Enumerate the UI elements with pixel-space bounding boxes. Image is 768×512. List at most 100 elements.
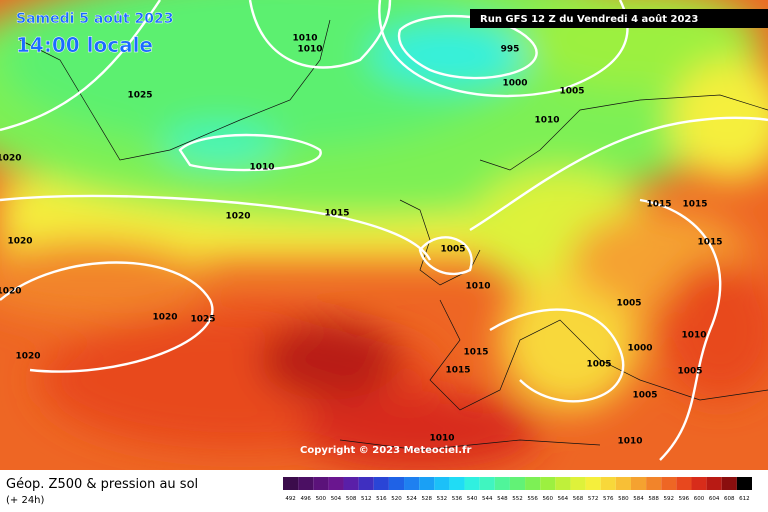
- scale-swatch: [555, 477, 571, 490]
- isobar-label: 1010: [429, 434, 454, 444]
- isobar-label: 1020: [225, 212, 250, 222]
- isobar-label: 1005: [440, 245, 465, 255]
- scale-swatch: [358, 477, 374, 490]
- color-scale: 492 496 500 504 508 512 516 520 524 528 532 536 540 5…: [283, 477, 752, 502]
- scale-swatch: [343, 477, 359, 490]
- copyright: Copyright © 2023 Meteociel.fr: [300, 445, 471, 456]
- scale-label: 520: [391, 496, 402, 502]
- scale-swatch: [449, 477, 465, 490]
- isobar-label: 1010: [297, 45, 322, 55]
- scale-swatch: [404, 477, 420, 490]
- scale-swatch: [540, 477, 556, 490]
- scale-label: 528: [421, 496, 432, 502]
- isobar-label: 1025: [127, 91, 152, 101]
- isobar-label: 1000: [502, 79, 527, 89]
- scale-label: 492: [285, 496, 296, 502]
- scale-label: 564: [558, 496, 569, 502]
- isobar-label: 1005: [677, 367, 702, 377]
- scale-label: 504: [331, 496, 342, 502]
- scale-swatch: [646, 477, 662, 490]
- scale-swatch: [691, 477, 707, 490]
- scale-label: 516: [376, 496, 387, 502]
- isobar-label: 1010: [249, 163, 274, 173]
- isobar-label: 1015: [682, 200, 707, 210]
- scale-label: 496: [300, 496, 311, 502]
- footer-title: Géop. Z500 & pression au sol: [6, 477, 198, 492]
- isobar-label: 1020: [7, 237, 32, 247]
- scale-label: 536: [452, 496, 463, 502]
- scale-label: 584: [633, 496, 644, 502]
- scale-label: 592: [664, 496, 675, 502]
- scale-swatch: [721, 477, 737, 490]
- scale-swatch: [630, 477, 647, 490]
- scale-swatch: [706, 477, 722, 490]
- coastlines: [19, 19, 768, 451]
- scale-swatch: [494, 477, 510, 490]
- isobar-label: 1010: [534, 116, 559, 126]
- scale-swatch: [736, 477, 752, 490]
- scale-label: 500: [316, 496, 327, 502]
- isobar-label: 995: [501, 45, 520, 55]
- isobar-label: 1020: [0, 287, 22, 297]
- scale-swatch: [676, 477, 692, 490]
- scale-label: 596: [679, 496, 690, 502]
- isobar-label: 1010: [617, 437, 642, 447]
- isobar-label: 1005: [616, 299, 641, 309]
- scale-label: 540: [467, 496, 478, 502]
- isobar-label: 1005: [632, 391, 657, 401]
- scale-label: 568: [573, 496, 584, 502]
- scale-swatch: [585, 477, 601, 490]
- scale-label: 532: [437, 496, 448, 502]
- scale-swatch: [509, 477, 526, 490]
- scale-label: 508: [346, 496, 357, 502]
- isobar-label: 1005: [559, 87, 584, 97]
- scale-label: 548: [497, 496, 508, 502]
- scale-swatch: [313, 477, 329, 490]
- scale-label: 588: [648, 496, 659, 502]
- isobar-label: 1015: [646, 200, 671, 210]
- scale-swatch: [298, 477, 314, 490]
- scale-swatch: [600, 477, 616, 490]
- scale-swatch: [525, 477, 541, 490]
- scale-label: 576: [603, 496, 614, 502]
- scale-swatch: [434, 477, 450, 490]
- isobar-label: 1015: [463, 348, 488, 358]
- scale-swatch: [388, 477, 405, 490]
- isobar-label: 1010: [681, 331, 706, 341]
- scale-label: 560: [543, 496, 554, 502]
- isobar-label: 1005: [586, 360, 611, 370]
- scale-swatch: [479, 477, 495, 490]
- scale-swatch: [419, 477, 435, 490]
- run-label: Run GFS 12 Z du Vendredi 4 août 2023: [480, 13, 698, 25]
- scale-label: 572: [588, 496, 599, 502]
- run-box: [470, 9, 768, 28]
- scale-swatch: [661, 477, 677, 490]
- local-time: 14:00 locale: [16, 33, 153, 57]
- scale-label: 604: [709, 496, 720, 502]
- isobar-label: 1000: [627, 344, 652, 354]
- scale-label: 580: [618, 496, 629, 502]
- isobar-label: 1025: [190, 315, 215, 325]
- scale-swatch: [328, 477, 344, 490]
- isobar-label: 1020: [15, 352, 40, 362]
- footer-subtitle: (+ 24h): [6, 495, 45, 506]
- scale-label: 608: [724, 496, 735, 502]
- isobar-label: 1020: [0, 154, 22, 164]
- scale-swatch: [283, 477, 299, 490]
- isobar-label: 1010: [465, 282, 490, 292]
- scale-label: 600: [694, 496, 705, 502]
- title: Samedi 5 août 2023: [16, 11, 174, 27]
- scale-swatch: [615, 477, 631, 490]
- isobar-label: 1015: [445, 366, 470, 376]
- isobar-label: 1020: [152, 313, 177, 323]
- scale-label: 556: [527, 496, 538, 502]
- isobar-label: 1010: [292, 34, 317, 44]
- scale-label: 512: [361, 496, 372, 502]
- scale-swatch: [570, 477, 586, 490]
- scale-label: 552: [512, 496, 523, 502]
- scale-swatch: [464, 477, 480, 490]
- scale-swatch: [373, 477, 389, 490]
- scale-label: 544: [482, 496, 493, 502]
- isobar-label: 1015: [697, 238, 722, 248]
- scale-label: 612: [739, 496, 750, 502]
